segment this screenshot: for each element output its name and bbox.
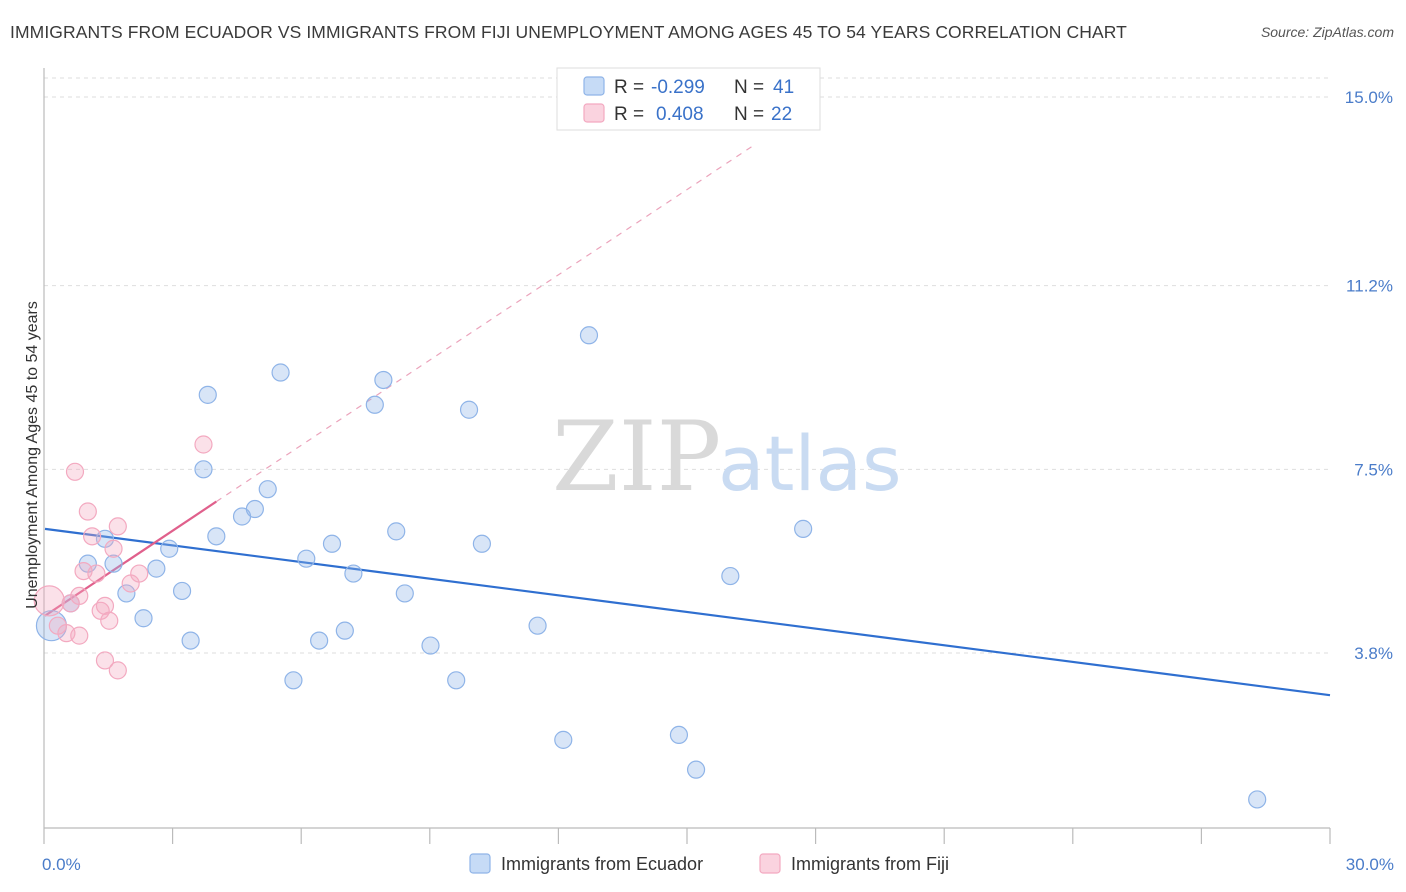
legend-r-label-1: R =	[614, 77, 644, 98]
point-1-20	[194, 435, 213, 454]
trend-lines	[44, 146, 1331, 697]
point-0-19	[297, 549, 316, 568]
point-0-29	[447, 671, 466, 690]
point-0-18	[284, 671, 303, 690]
point-0-32	[528, 616, 547, 635]
point-0-16	[258, 480, 277, 499]
point-1-8	[83, 527, 102, 546]
point-0-9	[172, 581, 192, 601]
point-1-5	[70, 586, 89, 606]
point-0-17	[271, 363, 290, 382]
point-0-24	[365, 395, 384, 414]
legend-n-label-2: N =	[734, 104, 764, 125]
point-0-11	[198, 385, 217, 404]
point-0-22	[335, 621, 354, 640]
x-tick-label-1: 30.0%	[1346, 855, 1394, 874]
point-1-0	[33, 585, 65, 617]
point-0-35	[669, 725, 689, 745]
point-1-19	[130, 564, 149, 583]
y-tick-label-0: 3.8%	[1354, 644, 1393, 663]
point-0-8	[160, 539, 179, 558]
watermark-atlas: atlas	[718, 419, 902, 508]
legend-swatch-ecuador	[583, 76, 605, 96]
legend-r-value-ecuador: -0.299	[651, 77, 705, 98]
legend-r-value-fiji: 0.408	[656, 104, 704, 125]
point-0-20	[310, 631, 329, 650]
data-points	[33, 326, 1267, 809]
point-1-7	[70, 626, 89, 645]
legend-box: R = -0.299 N = 41 R = 0.408 N = 22	[556, 67, 821, 131]
point-0-12	[194, 460, 213, 479]
bottom-legend-fiji: Immigrants from Fiji	[791, 854, 949, 874]
point-0-5	[117, 584, 136, 603]
trend-line-1	[44, 500, 217, 617]
legend-swatch-fiji	[583, 103, 605, 123]
point-0-6	[134, 609, 153, 628]
point-0-21	[322, 534, 342, 553]
point-0-39	[1248, 790, 1267, 809]
point-0-13	[207, 527, 226, 546]
legend-n-value-fiji: 22	[771, 104, 792, 125]
chart-title: IMMIGRANTS FROM ECUADOR VS IMMIGRANTS FR…	[10, 22, 1127, 42]
bottom-legend-swatch-ecuador	[469, 853, 491, 874]
point-0-33	[554, 730, 573, 749]
point-0-26	[387, 522, 406, 541]
y-tick-label-3: 15.0%	[1345, 88, 1393, 107]
axes	[43, 68, 1331, 844]
point-0-28	[421, 636, 440, 655]
point-1-4	[65, 462, 85, 481]
bottom-legend-swatch-fiji	[759, 853, 781, 874]
point-0-15	[245, 499, 264, 519]
tick-labels: 3.8% 7.5% 11.2% 15.0% 0.0% 30.0%	[42, 88, 1394, 874]
point-0-30	[459, 400, 479, 419]
x-tick-label-0: 0.0%	[42, 855, 81, 874]
bottom-legend-ecuador: Immigrants from Ecuador	[501, 854, 703, 874]
grid-lines	[44, 77, 1330, 654]
point-0-4	[104, 554, 123, 573]
point-1-12	[95, 596, 115, 615]
point-1-15	[104, 539, 123, 558]
legend-n-value-ecuador: 41	[773, 77, 794, 98]
point-0-23	[344, 564, 363, 583]
point-0-36	[686, 760, 706, 779]
point-0-7	[147, 559, 166, 578]
point-1-13	[95, 651, 115, 670]
legend-r-label-2: R =	[614, 104, 644, 125]
legend-n-label-1: N =	[734, 77, 764, 98]
bottom-legend: Immigrants from Ecuador Immigrants from …	[469, 853, 949, 874]
y-axis-label: Unemployment Among Ages 45 to 54 years	[24, 301, 41, 609]
y-tick-label-1: 7.5%	[1354, 460, 1393, 479]
watermark-zip: ZIP	[552, 401, 721, 513]
point-1-17	[108, 661, 127, 680]
point-0-27	[395, 584, 414, 603]
point-1-14	[100, 611, 119, 630]
point-0-37	[721, 566, 740, 586]
point-0-25	[374, 370, 393, 390]
point-0-31	[472, 534, 491, 553]
trend-line-0	[44, 527, 1331, 697]
point-1-10	[87, 564, 106, 583]
point-0-38	[794, 519, 813, 538]
point-1-16	[108, 517, 127, 536]
point-1-9	[78, 502, 97, 521]
y-tick-label-2: 11.2%	[1346, 277, 1393, 296]
point-0-34	[579, 326, 599, 345]
watermark: ZIP atlas	[552, 401, 902, 513]
source-label: Source: ZipAtlas.com	[1260, 24, 1394, 40]
point-0-10	[181, 631, 200, 650]
